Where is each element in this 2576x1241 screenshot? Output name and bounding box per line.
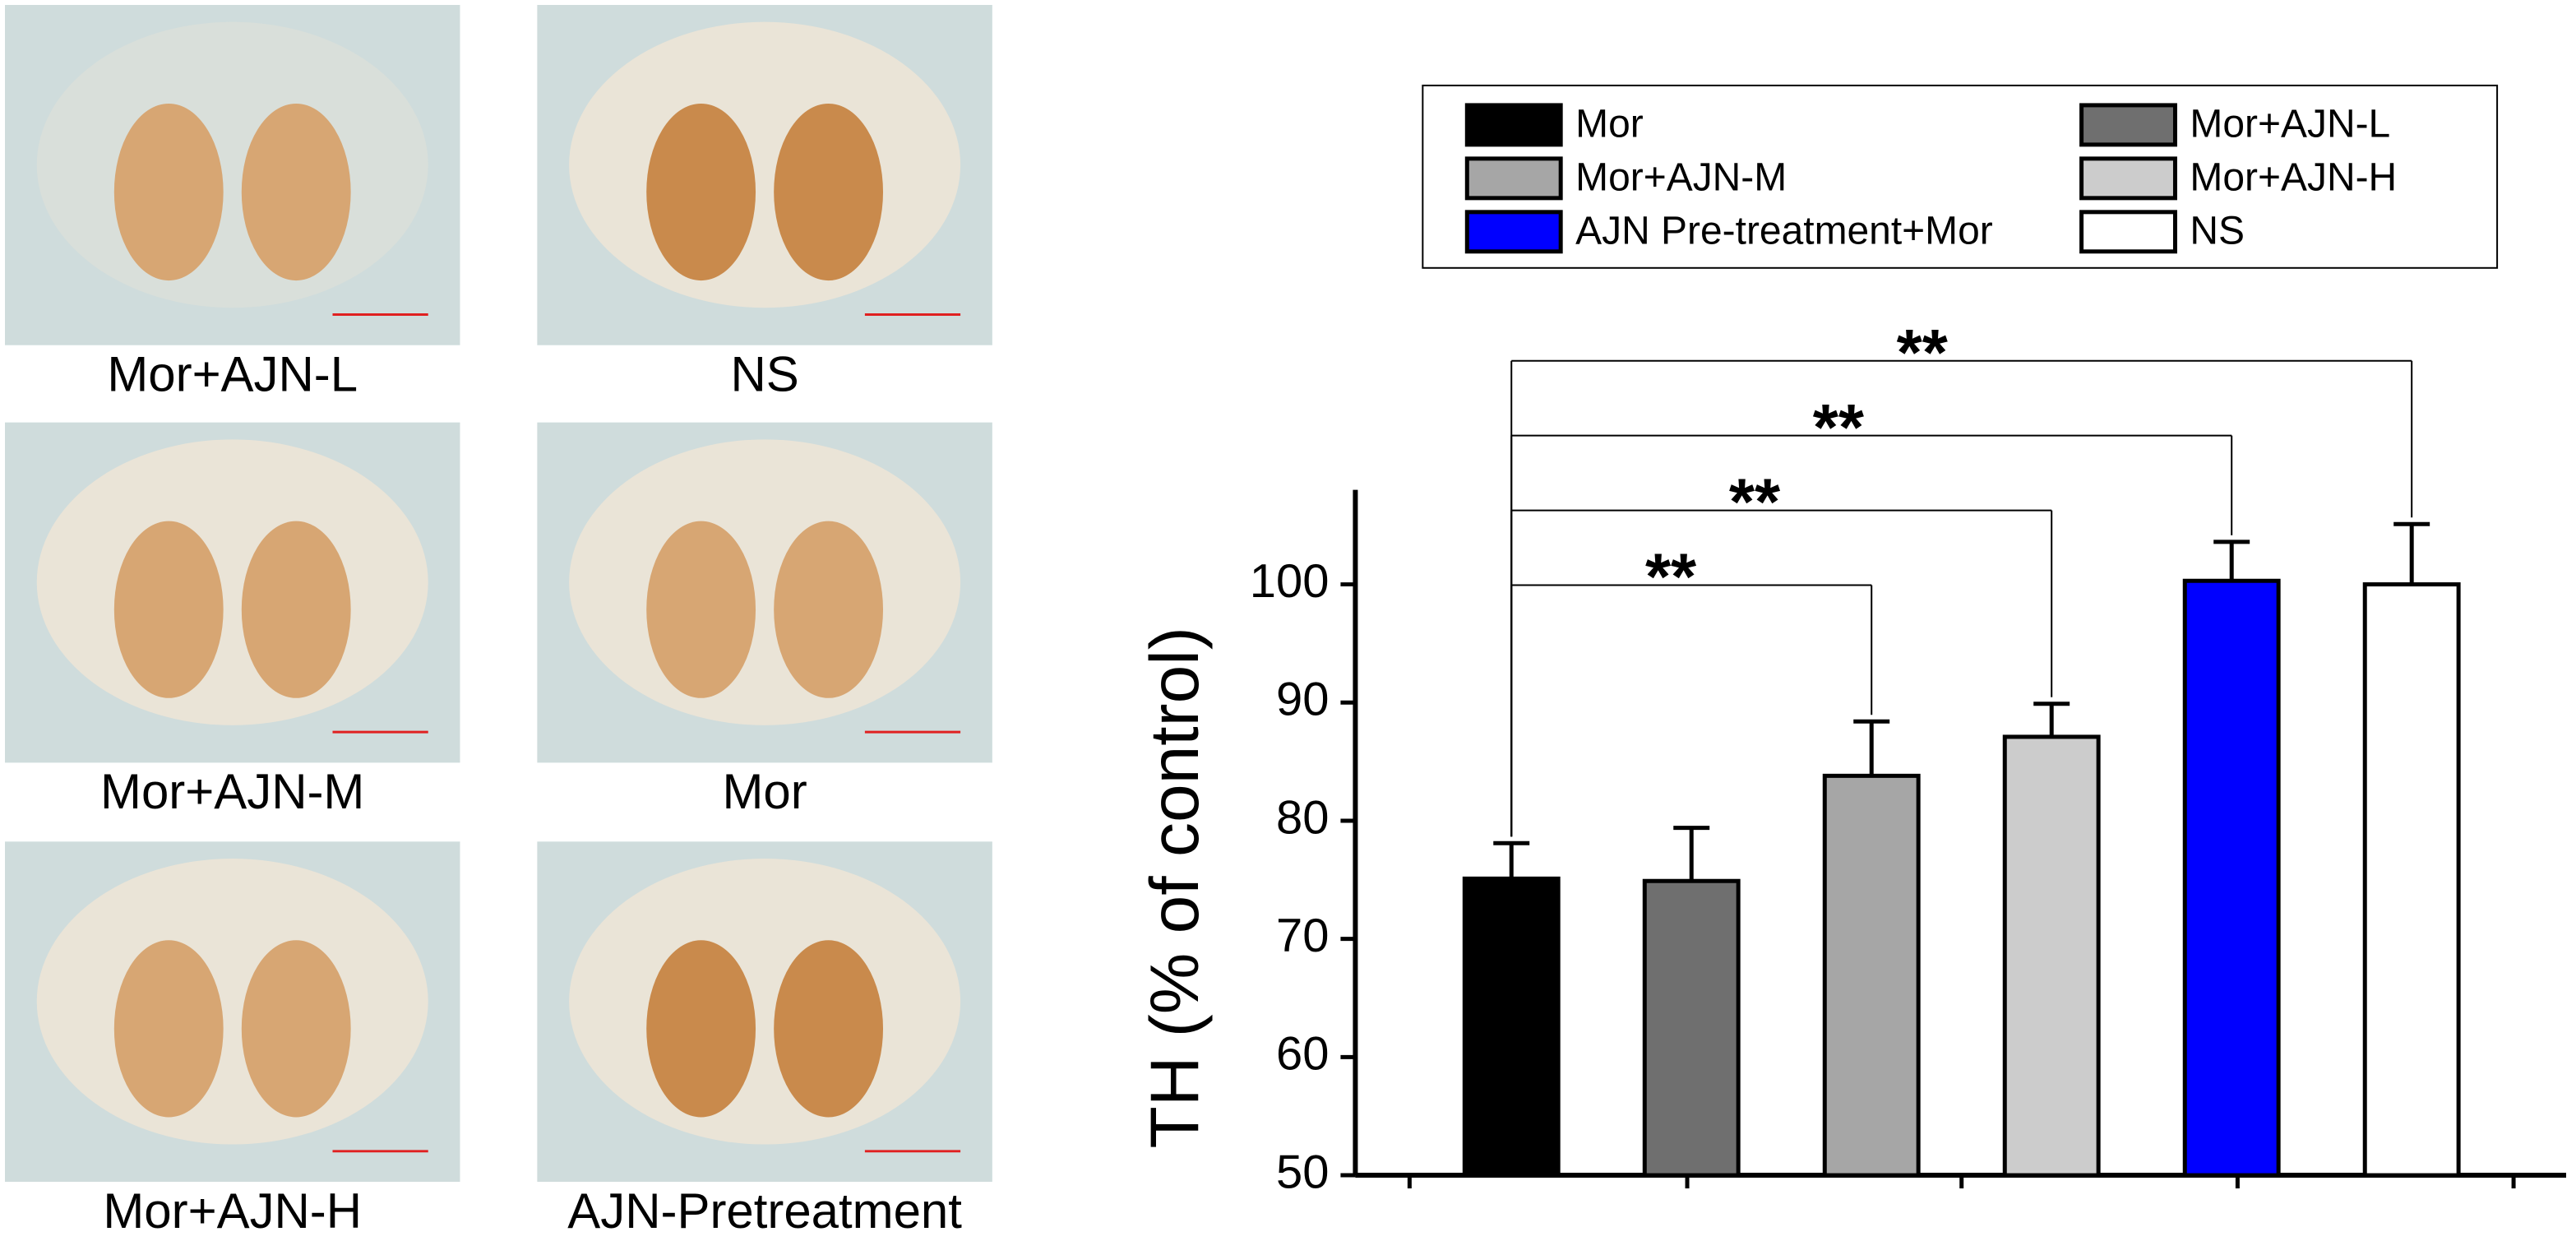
legend-label: Mor+AJN-L	[2190, 103, 2390, 146]
tissue	[569, 21, 961, 308]
bar	[1462, 876, 1561, 1178]
micrograph	[4, 4, 460, 345]
significance-bracket	[1510, 584, 1873, 837]
y-axis-label: TH (% of control)	[1135, 627, 1213, 1148]
error-bar	[2393, 521, 2430, 585]
legend-swatch	[2079, 156, 2177, 201]
significance-label: **	[1645, 540, 1697, 614]
y-tick-label: 60	[1276, 1028, 1329, 1081]
error-bar	[2213, 539, 2250, 581]
legend-label: AJN Pre-treatment+Mor	[1575, 209, 1993, 252]
micrograph	[537, 4, 992, 345]
micrograph	[537, 422, 992, 763]
error-bar	[1493, 840, 1530, 879]
bar	[2182, 578, 2281, 1178]
y-tick-label: 90	[1276, 674, 1329, 726]
bar	[2362, 582, 2461, 1178]
bar	[1822, 773, 1921, 1178]
micrograph	[4, 422, 460, 763]
error-bar	[1853, 719, 1890, 776]
significance-bracket	[1510, 359, 2413, 837]
legend-label: Mor+AJN-M	[1575, 156, 1787, 200]
legend-box	[1422, 84, 2499, 269]
significance-bracket	[1510, 509, 2053, 837]
error-bar	[1673, 826, 1710, 882]
striatum	[241, 103, 351, 281]
striatum	[241, 521, 351, 698]
legend-label: NS	[2190, 209, 2245, 252]
striatum	[113, 521, 224, 698]
significance-label: **	[1813, 391, 1865, 464]
striatum	[241, 940, 351, 1118]
tissue	[36, 439, 428, 725]
legend-swatch	[1464, 156, 1563, 201]
micrograph	[537, 841, 992, 1183]
tissue	[36, 21, 428, 308]
micrograph-label: Mor+AJN-L	[107, 347, 358, 402]
striatum	[646, 103, 756, 281]
y-tick-label: 50	[1276, 1146, 1329, 1198]
micrograph-label: Mor+AJN-H	[103, 1183, 362, 1239]
y-tick-label: 80	[1276, 791, 1329, 844]
y-tick-label: 70	[1276, 910, 1329, 962]
bar	[2002, 734, 2101, 1178]
legend-swatch	[1464, 103, 1563, 147]
legend-label: Mor	[1575, 103, 1644, 146]
tissue	[569, 859, 961, 1145]
legend-swatch	[2079, 210, 2177, 254]
significance-label: **	[1897, 316, 1949, 389]
micrograph-label: Mor	[722, 764, 807, 819]
legend-swatch	[1464, 210, 1563, 254]
striatum	[113, 103, 224, 281]
micrograph-label: NS	[730, 347, 798, 402]
y-tick-label: 100	[1250, 555, 1330, 608]
striatum	[113, 940, 224, 1118]
legend-label: Mor+AJN-H	[2190, 156, 2397, 200]
striatum	[646, 940, 756, 1118]
tissue	[569, 439, 961, 725]
bar	[1642, 878, 1741, 1178]
striatum	[774, 521, 884, 698]
striatum	[774, 940, 884, 1118]
micrograph-label: AJN-Pretreatment	[567, 1183, 962, 1239]
striatum	[646, 521, 756, 698]
micrograph-label: Mor+AJN-M	[100, 764, 364, 819]
error-bar	[2033, 702, 2070, 737]
tissue	[36, 859, 428, 1145]
micrograph	[4, 841, 460, 1183]
striatum	[774, 103, 884, 281]
micrograph-background	[4, 4, 460, 345]
significance-label: **	[1729, 465, 1781, 539]
legend-swatch	[2079, 103, 2177, 147]
